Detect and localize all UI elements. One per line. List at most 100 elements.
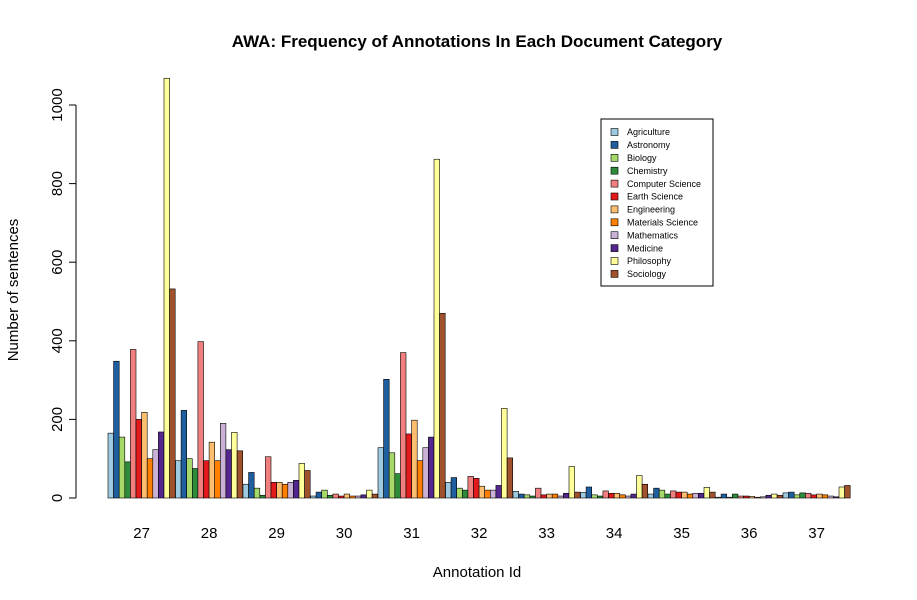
bar-sociology-30	[371, 493, 379, 499]
legend-swatch	[610, 205, 619, 214]
bar-agriculture-33	[512, 491, 519, 499]
bar-philosophy-29	[298, 463, 305, 499]
bar-biology-33	[523, 494, 531, 499]
bar-astronomy-36	[720, 493, 727, 499]
bar-sociology-35	[709, 491, 716, 499]
legend-item: Computer Science	[610, 179, 701, 189]
bar-materials-science-32	[484, 489, 491, 499]
bar-chemistry-27	[124, 461, 131, 499]
bar-sociology-36	[776, 494, 783, 499]
x-tick-label: 33	[538, 525, 555, 542]
legend-item: Engineering	[610, 205, 675, 215]
bar-chemistry-28	[192, 468, 199, 499]
bar-mathematics-27	[152, 449, 159, 499]
bar-biology-28	[186, 458, 193, 499]
bar-earth-science-34	[608, 492, 615, 499]
bar-mathematics-37	[827, 495, 834, 499]
bar-earth-science-33	[540, 494, 547, 499]
bar-astronomy-27	[113, 360, 120, 499]
bar-engineering-29	[276, 481, 283, 499]
x-tick-label: 37	[808, 525, 825, 542]
bar-mathematics-34	[624, 495, 632, 499]
bar-computer-science-28	[197, 341, 204, 499]
y-axis-label: Number of sentences	[5, 219, 22, 362]
legend-label: Mathematics	[627, 230, 679, 240]
bar-biology-36	[726, 496, 733, 499]
bar-materials-science-29	[281, 483, 289, 499]
bar-agriculture-32	[445, 481, 452, 499]
bar-chemistry-31	[394, 473, 401, 499]
bar-sociology-37	[844, 485, 851, 499]
x-tick-label: 36	[741, 525, 758, 542]
bar-philosophy-35	[703, 487, 710, 499]
x-tick-label: 27	[133, 525, 150, 542]
bar-medicine-32	[495, 485, 502, 499]
bar-engineering-34	[613, 492, 620, 499]
legend-swatch	[610, 270, 619, 278]
bar-philosophy-30	[366, 489, 373, 499]
bar-engineering-36	[748, 496, 755, 499]
bar-sociology-27	[169, 288, 176, 499]
bar-medicine-27	[158, 431, 165, 499]
bar-medicine-36	[765, 494, 772, 499]
bar-materials-science-37	[821, 494, 829, 499]
legend: Agriculture Astronomy Biology Chemistry Comp…	[600, 118, 714, 287]
bar-computer-science-33	[535, 487, 542, 499]
bar-engineering-33	[546, 493, 553, 499]
legend-item: Biology	[610, 153, 657, 163]
legend-label: Engineering	[627, 205, 675, 215]
y-tick-label: 200	[49, 407, 66, 432]
bar-medicine-34	[630, 493, 637, 499]
legend-label: Earth Science	[627, 192, 683, 202]
bar-mathematics-28	[220, 423, 227, 499]
bar-astronomy-29	[248, 472, 255, 499]
bar-computer-science-37	[805, 492, 812, 499]
y-axis: 0 200 400 600 800 1000	[49, 88, 77, 502]
bar-mathematics-30	[354, 495, 362, 499]
bar-materials-science-35	[686, 493, 694, 499]
bar-medicine-31	[428, 436, 435, 499]
bar-philosophy-36	[771, 493, 778, 499]
bar-agriculture-36	[715, 496, 722, 499]
bar-agriculture-37	[782, 492, 789, 499]
bar-chemistry-32	[461, 489, 469, 499]
bar-biology-32	[456, 487, 463, 499]
bar-philosophy-33	[568, 466, 575, 499]
x-tick-label: 35	[673, 525, 690, 542]
bar-group-28	[175, 341, 244, 499]
bar-computer-science-36	[737, 495, 744, 499]
bar-agriculture-27	[107, 432, 114, 499]
legend-item: Chemistry	[610, 166, 668, 176]
x-axis-tick-labels: 27 28 29 30 31 32 33 34 35 36 37	[133, 525, 825, 542]
bar-philosophy-32	[501, 408, 508, 499]
bar-mathematics-32	[489, 489, 497, 499]
legend-swatch	[610, 166, 619, 175]
bar-group-35	[647, 487, 716, 499]
bar-medicine-28	[225, 449, 232, 499]
bar-materials-science-36	[754, 496, 761, 499]
bar-engineering-35	[681, 491, 688, 499]
legend-item: Agriculture	[610, 127, 670, 137]
bar-biology-37	[793, 494, 801, 499]
bar-engineering-31	[411, 419, 418, 499]
bar-mathematics-29	[287, 481, 294, 499]
y-tick-label: 0	[49, 494, 66, 502]
bar-materials-science-27	[146, 458, 154, 499]
legend-swatch	[610, 257, 619, 265]
legend-item: Materials Science	[610, 218, 698, 228]
legend-item: Mathematics	[610, 230, 679, 240]
bar-astronomy-34	[585, 486, 592, 499]
bar-biology-31	[388, 452, 396, 499]
legend-swatch	[610, 141, 619, 149]
bar-mathematics-36	[759, 496, 767, 499]
legend-label: Chemistry	[627, 166, 668, 176]
bar-agriculture-35	[647, 493, 654, 499]
x-tick-label: 32	[471, 525, 488, 542]
bar-earth-science-29	[270, 481, 277, 499]
bar-astronomy-32	[450, 477, 458, 499]
legend-label: Sociology	[627, 269, 667, 279]
bar-earth-science-35	[675, 491, 682, 499]
bar-chemistry-36	[731, 493, 739, 499]
bar-earth-science-28	[203, 460, 210, 499]
